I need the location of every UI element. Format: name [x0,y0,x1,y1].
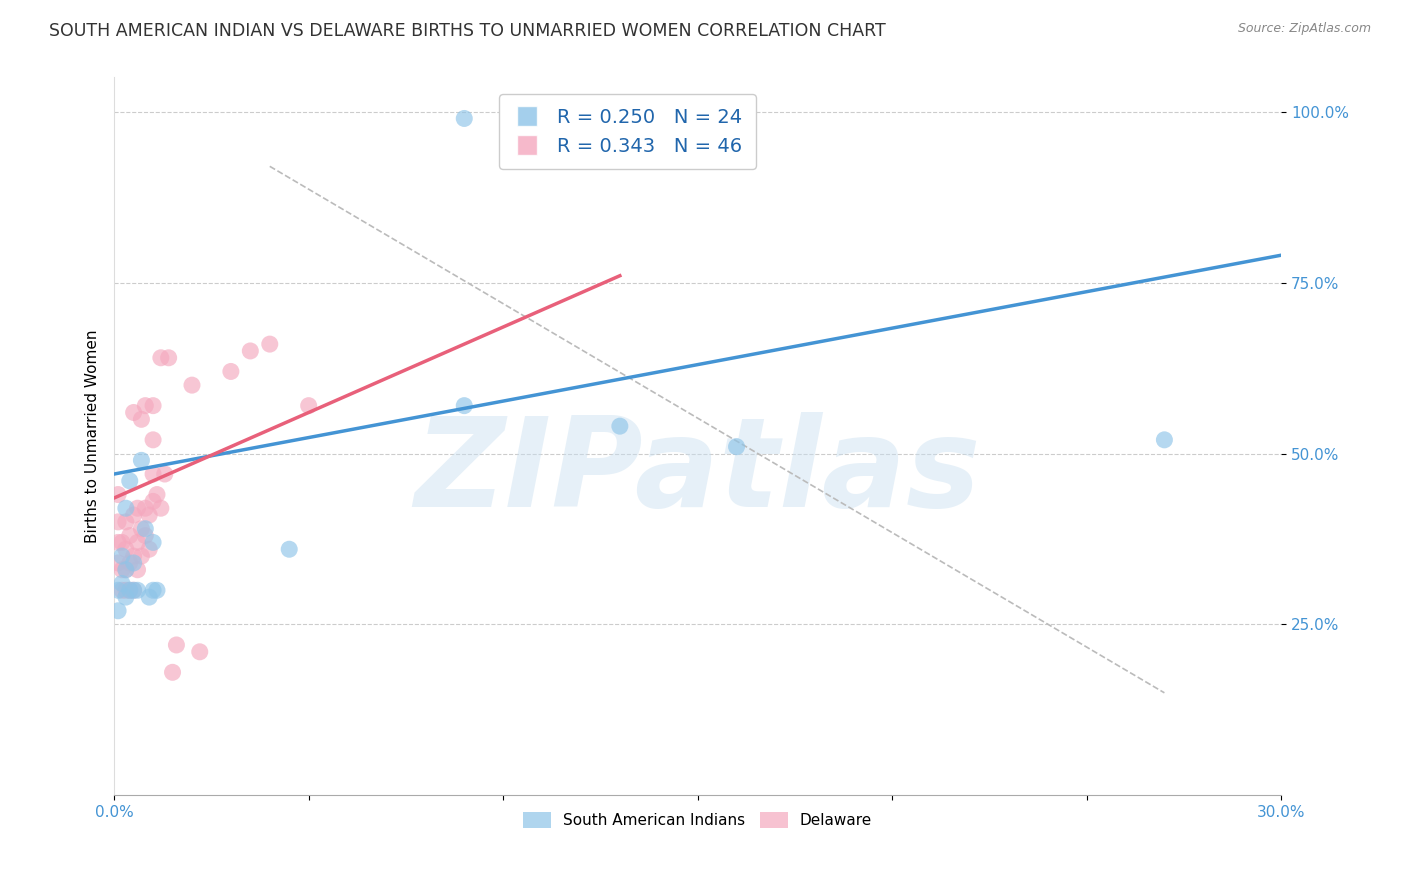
Text: ZIPatlas: ZIPatlas [415,412,981,533]
Point [107,487,129,501]
Point [107,583,129,598]
Point [453,399,475,413]
Point [127,501,149,516]
Point [115,515,138,529]
Text: Source: ZipAtlas.com: Source: ZipAtlas.com [1237,22,1371,36]
Point [138,542,160,557]
Point [118,556,141,570]
Point [107,604,129,618]
Point [138,508,160,522]
Point [131,522,153,536]
Point [118,474,141,488]
Point [111,583,134,598]
Point [219,364,242,378]
Point [127,535,149,549]
Point [131,412,153,426]
Point [122,583,145,598]
Point [725,440,748,454]
Point [115,583,138,598]
Point [122,549,145,563]
Point [111,563,134,577]
Point [165,638,187,652]
Point [149,351,172,365]
Point [239,343,262,358]
Point [115,590,138,604]
Point [115,501,138,516]
Point [142,433,165,447]
Point [149,501,172,516]
Point [162,665,184,680]
Point [115,542,138,557]
Point [609,419,631,434]
Point [131,453,153,467]
Point [122,556,145,570]
Point [122,405,145,419]
Point [134,522,156,536]
Point [188,645,211,659]
Point [131,549,153,563]
Text: SOUTH AMERICAN INDIAN VS DELAWARE BIRTHS TO UNMARRIED WOMEN CORRELATION CHART: SOUTH AMERICAN INDIAN VS DELAWARE BIRTHS… [49,22,886,40]
Point [142,494,165,508]
Point [453,112,475,126]
Point [107,515,129,529]
Point [122,583,145,598]
Point [111,549,134,563]
Point [1153,433,1175,447]
Point [118,528,141,542]
Point [146,487,169,501]
Point [111,535,134,549]
Point [134,528,156,542]
Point [118,583,141,598]
Point [142,583,165,598]
Point [127,563,149,577]
Y-axis label: Births to Unmarried Women: Births to Unmarried Women [86,330,100,543]
Point [122,508,145,522]
Point [146,583,169,598]
Point [142,399,165,413]
Point [142,467,165,481]
Legend: South American Indians, Delaware: South American Indians, Delaware [517,806,879,834]
Point [115,563,138,577]
Point [278,542,301,557]
Point [181,378,204,392]
Point [107,556,129,570]
Point [153,467,176,481]
Point [118,583,141,598]
Point [115,563,138,577]
Point [107,535,129,549]
Point [127,583,149,598]
Point [157,351,180,365]
Point [138,590,160,604]
Point [134,399,156,413]
Point [298,399,321,413]
Point [111,576,134,591]
Point [259,337,281,351]
Point [134,501,156,516]
Point [142,535,165,549]
